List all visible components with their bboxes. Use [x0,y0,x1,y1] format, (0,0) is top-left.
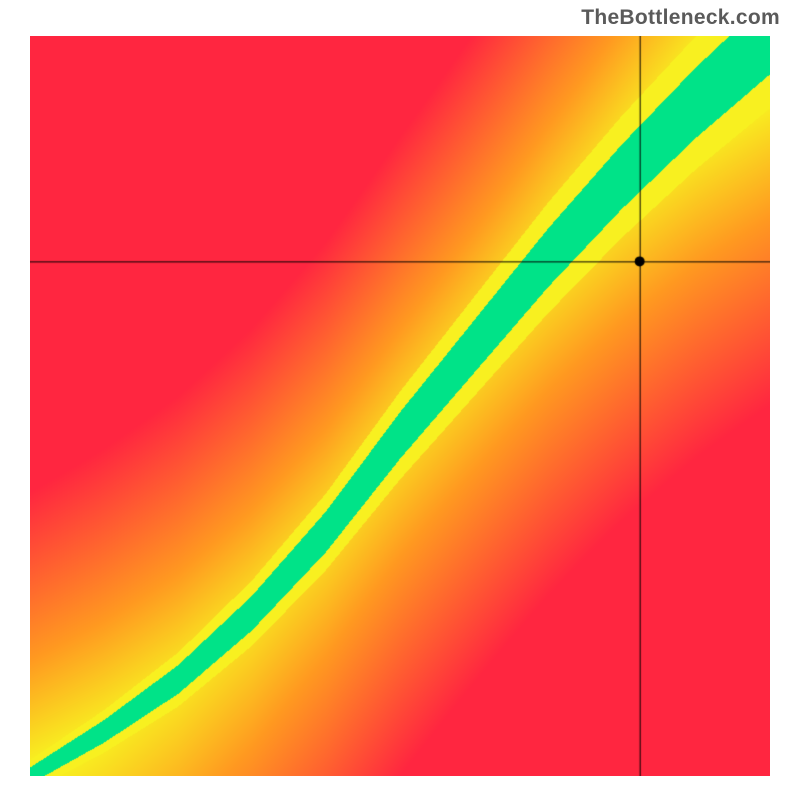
heatmap-canvas [30,36,770,776]
chart-container: TheBottleneck.com [0,0,800,800]
attribution-text: TheBottleneck.com [581,6,780,30]
heatmap-plot [30,36,770,776]
